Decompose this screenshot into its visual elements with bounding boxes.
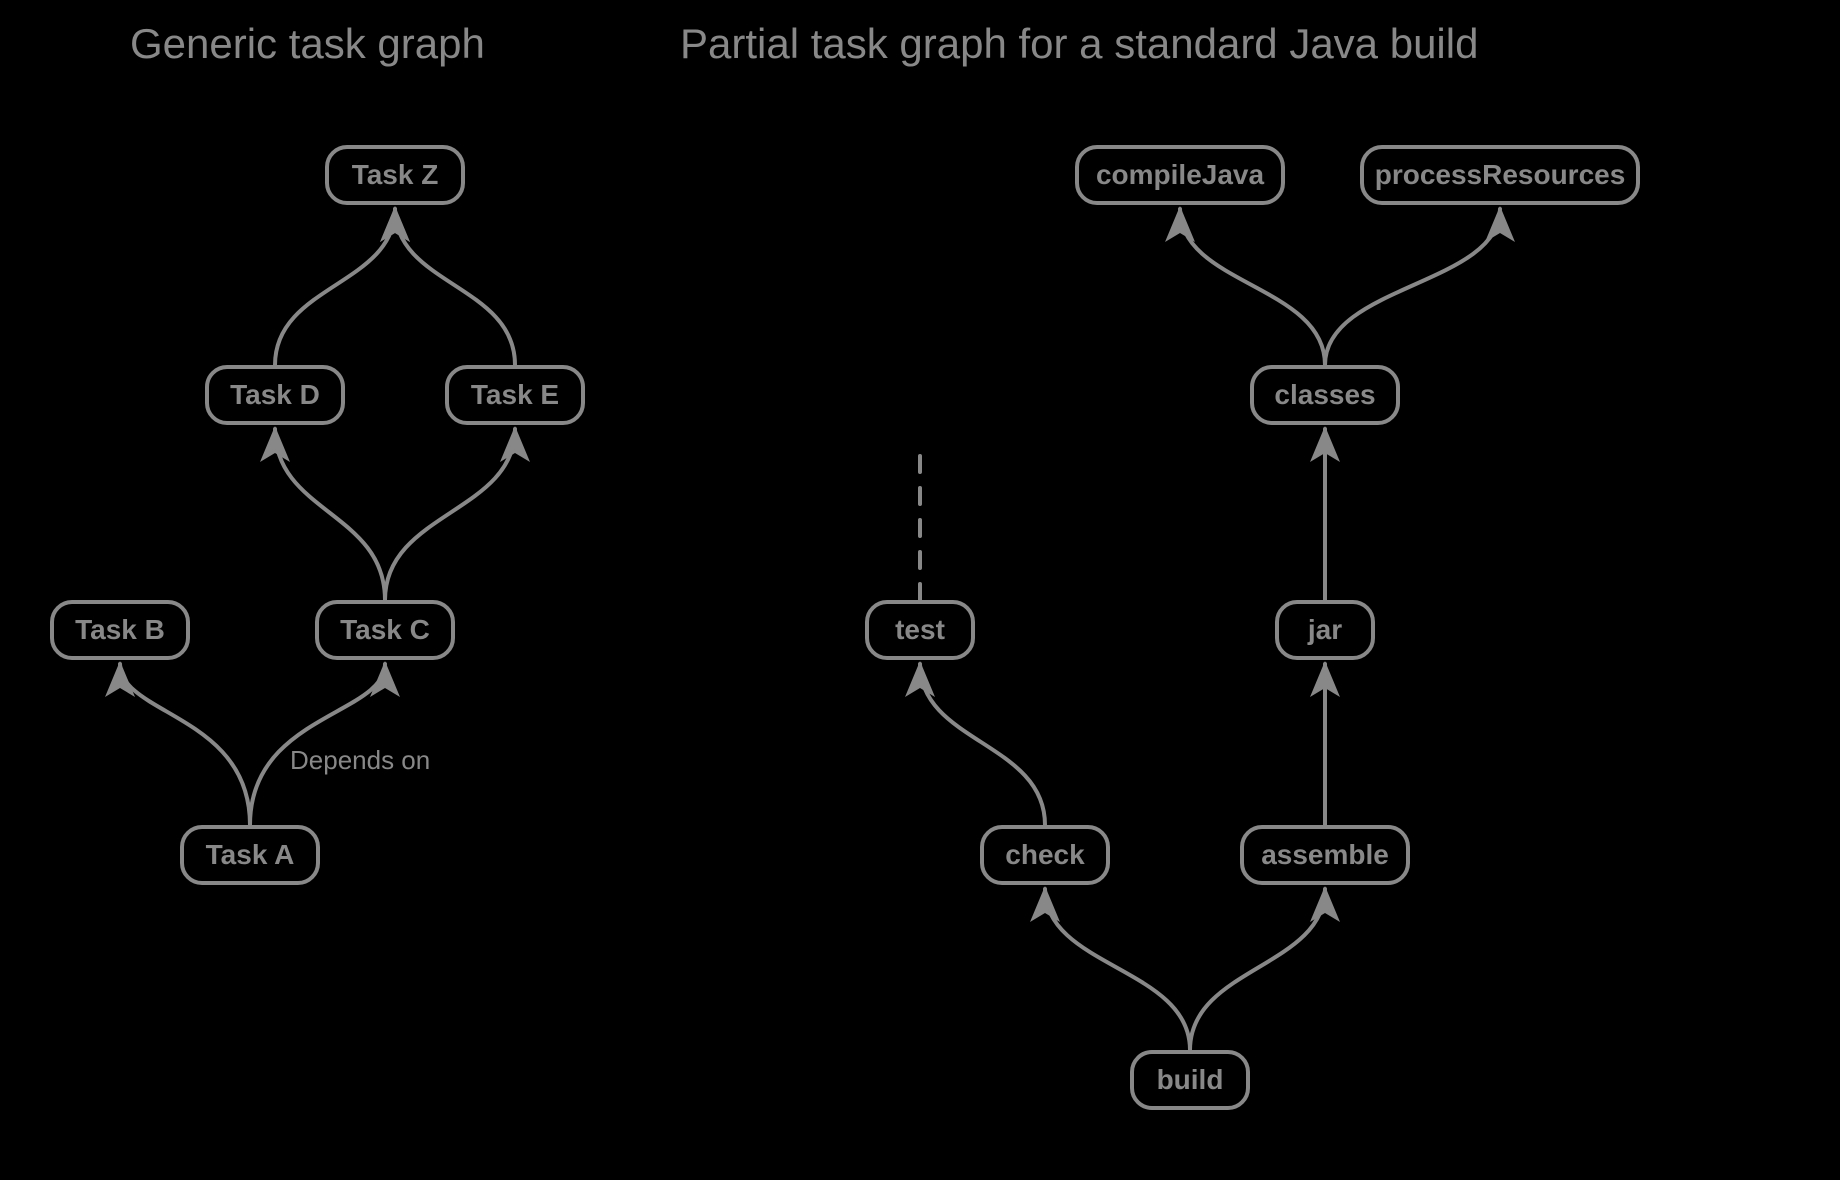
title-right: Partial task graph for a standard Java b… [680, 20, 1478, 68]
node-jar: jar [1275, 600, 1375, 660]
node-label: Task C [340, 614, 430, 646]
node-label: Task E [471, 379, 559, 411]
node-label: Task D [230, 379, 320, 411]
node-check: check [980, 825, 1110, 885]
node-task-d: Task D [205, 365, 345, 425]
node-task-e: Task E [445, 365, 585, 425]
node-label: processResources [1375, 159, 1626, 191]
title-left: Generic task graph [130, 20, 485, 68]
node-label: Task Z [352, 159, 439, 191]
node-label: Task A [206, 839, 295, 871]
node-label: assemble [1261, 839, 1389, 871]
node-label: Task B [75, 614, 165, 646]
node-task-a: Task A [180, 825, 320, 885]
node-compile-java: compileJava [1075, 145, 1285, 205]
node-label: compileJava [1096, 159, 1264, 191]
node-label: check [1005, 839, 1084, 871]
node-classes: classes [1250, 365, 1400, 425]
node-label: classes [1274, 379, 1375, 411]
label-depends-on: Depends on [290, 745, 430, 776]
node-build: build [1130, 1050, 1250, 1110]
node-assemble: assemble [1240, 825, 1410, 885]
diagram-canvas: Generic task graph Partial task graph fo… [0, 0, 1840, 1180]
node-task-z: Task Z [325, 145, 465, 205]
node-label: build [1157, 1064, 1224, 1096]
node-task-c: Task C [315, 600, 455, 660]
node-process-resources: processResources [1360, 145, 1640, 205]
node-task-b: Task B [50, 600, 190, 660]
node-label: test [895, 614, 945, 646]
node-test: test [865, 600, 975, 660]
node-label: jar [1308, 614, 1342, 646]
